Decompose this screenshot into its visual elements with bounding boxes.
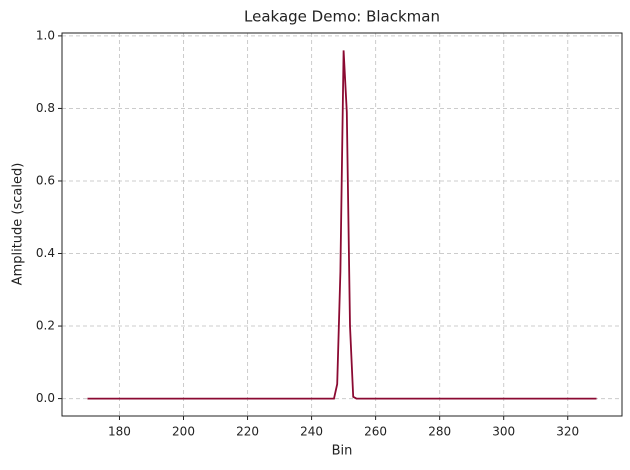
x-axis-label: Bin	[332, 444, 353, 459]
x-tick-label: 240	[300, 425, 323, 439]
x-tick-label: 300	[492, 425, 515, 439]
chart-title: Leakage Demo: Blackman	[244, 8, 440, 26]
x-tick-label: 320	[556, 425, 579, 439]
y-tick-label: 0.6	[36, 173, 55, 187]
x-tick-label: 180	[108, 425, 131, 439]
y-tick-label: 1.0	[36, 28, 55, 42]
plot-frame	[61, 32, 623, 417]
y-tick-label: 0.8	[36, 101, 55, 115]
y-axis-label: Amplitude (scaled)	[11, 163, 26, 286]
y-tick-label: 0.2	[36, 319, 55, 333]
line-series	[87, 50, 597, 400]
y-tick-label: 0.4	[36, 246, 55, 260]
x-tick-label: 220	[236, 425, 259, 439]
x-tick-label: 200	[172, 425, 195, 439]
x-tick-label: 280	[428, 425, 451, 439]
y-tick-label: 0.0	[36, 391, 55, 405]
x-tick-label: 260	[364, 425, 387, 439]
